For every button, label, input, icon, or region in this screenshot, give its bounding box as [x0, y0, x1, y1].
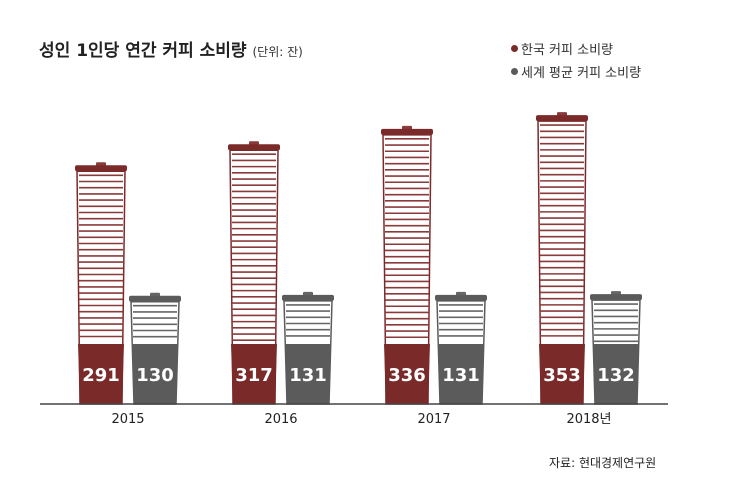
x-tick-label-0: 2015	[111, 412, 144, 427]
korea-cup-1-lid	[228, 144, 280, 151]
world-cup-2-lid	[435, 294, 487, 301]
world-cup-0: 130	[129, 292, 181, 405]
korea-cup-0-value-label: 291	[82, 365, 120, 386]
legend: 한국 커피 소비량 세계 평균 커피 소비량	[511, 37, 641, 83]
korea-cup-1: 317	[228, 141, 280, 405]
korea-cup-3: 353	[536, 112, 588, 405]
world-cup-0-value-label: 130	[136, 365, 174, 386]
korea-cup-2-value-label: 336	[388, 365, 426, 386]
world-cup-3: 132	[590, 291, 642, 405]
world-cup-1-fill	[285, 344, 331, 404]
world-cup-3-value-label: 132	[597, 365, 635, 386]
world-cup-0-fill	[132, 344, 178, 404]
world-cup-2: 131	[435, 291, 487, 405]
source-note: 자료: 현대경제연구원	[549, 456, 657, 470]
world-cup-3-lid	[590, 294, 642, 301]
legend-label-korea: 한국 커피 소비량	[521, 43, 613, 58]
legend-item-world: 세계 평균 커피 소비량	[511, 60, 641, 83]
world-cup-2-value-label: 131	[442, 365, 480, 386]
korea-cup-0-fill	[78, 344, 124, 404]
unit-note: (단위: 잔)	[252, 45, 303, 59]
korea-cup-0: 291	[75, 162, 127, 405]
korea-cup-2: 336	[381, 125, 433, 405]
korea-cup-2-fill	[384, 344, 430, 404]
world-cup-2-fill	[438, 344, 484, 404]
x-tick-label-3: 2018년	[566, 412, 611, 427]
korea-cup-3-lid	[536, 115, 588, 122]
world-cup-1-value-label: 131	[289, 365, 327, 386]
legend-dot-world	[511, 68, 518, 75]
chart-title: 성인 1인당 연간 커피 소비량 (단위: 잔)	[39, 36, 303, 61]
korea-cup-3-fill	[539, 344, 585, 404]
korea-cup-2-lid	[381, 128, 433, 135]
legend-item-korea: 한국 커피 소비량	[511, 37, 641, 60]
korea-cup-0-lid	[75, 165, 127, 172]
korea-cup-1-fill	[231, 344, 277, 404]
x-tick-label-2: 2017	[417, 412, 450, 427]
korea-cup-3-value-label: 353	[543, 365, 581, 386]
world-cup-1-lid	[282, 294, 334, 301]
world-cup-0-lid	[129, 295, 181, 302]
chart-title-text: 성인 1인당 연간 커피 소비량	[39, 41, 247, 61]
korea-cup-1-value-label: 317	[235, 365, 273, 386]
world-cup-1: 131	[282, 291, 334, 405]
x-tick-label-1: 2016	[264, 412, 297, 427]
world-cup-3-fill	[593, 344, 639, 404]
legend-dot-korea	[511, 45, 518, 52]
legend-label-world: 세계 평균 커피 소비량	[521, 66, 642, 81]
